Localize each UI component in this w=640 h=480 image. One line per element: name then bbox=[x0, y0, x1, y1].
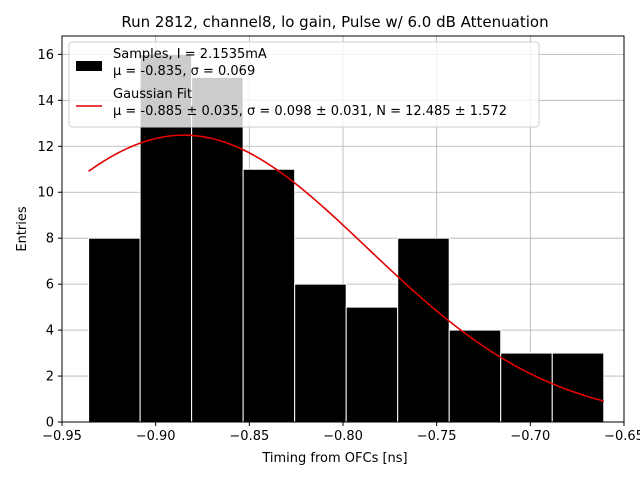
x-axis-ticks: −0.95 −0.90 −0.85 −0.80 −0.75 −0.70 −0.65 bbox=[42, 422, 640, 444]
legend-text-0-1: μ = -0.835, σ = 0.069 bbox=[113, 64, 255, 79]
y-tick-label-4: 8 bbox=[46, 232, 54, 247]
legend: Samples, I = 2.1535mA μ = -0.835, σ = 0.0… bbox=[68, 41, 540, 128]
x-tick-label-6: −0.65 bbox=[604, 429, 640, 444]
legend-box bbox=[68, 41, 540, 128]
histogram-bar-0 bbox=[88, 237, 141, 423]
x-tick-label-3: −0.80 bbox=[323, 429, 363, 444]
y-tick-label-2: 4 bbox=[46, 324, 54, 339]
x-tick-label-2: −0.85 bbox=[229, 429, 269, 444]
fit-curve-group bbox=[88, 134, 604, 402]
histogram-bar-8 bbox=[500, 352, 553, 423]
histogram-bar-4 bbox=[294, 283, 347, 423]
histogram-bar-3 bbox=[242, 168, 296, 423]
histogram-bar-2 bbox=[191, 76, 244, 423]
histogram-bar-6 bbox=[397, 237, 450, 423]
y-tick-label-7: 14 bbox=[37, 94, 54, 109]
x-tick-label-4: −0.75 bbox=[417, 429, 457, 444]
histogram-bars bbox=[88, 53, 605, 423]
chart-title: Run 2812, channel8, lo gain, Pulse w/ 6.… bbox=[121, 13, 548, 31]
y-axis-label: Entries bbox=[15, 206, 30, 252]
y-axis-ticks: 0 2 4 6 8 10 12 14 16 bbox=[37, 48, 62, 431]
y-tick-label-6: 12 bbox=[37, 140, 54, 155]
y-tick-label-5: 10 bbox=[37, 186, 54, 201]
legend-text-1-1: μ = -0.885 ± 0.035, σ = 0.098 ± 0.031, N… bbox=[113, 104, 507, 119]
x-tick-label-5: −0.70 bbox=[510, 429, 550, 444]
legend-text-0-0: Samples, I = 2.1535mA bbox=[113, 47, 267, 62]
x-axis-label: Timing from OFCs [ns] bbox=[261, 451, 407, 466]
gaussian-fit-curve bbox=[88, 134, 604, 402]
legend-text-1-0: Gaussian Fit bbox=[113, 87, 192, 102]
x-tick-label-1: −0.90 bbox=[136, 429, 176, 444]
legend-swatch-0 bbox=[76, 61, 102, 71]
y-tick-label-3: 6 bbox=[46, 278, 54, 293]
histogram-bar-5 bbox=[345, 306, 399, 423]
y-tick-label-8: 16 bbox=[37, 48, 54, 63]
y-tick-label-1: 2 bbox=[46, 370, 54, 385]
x-tick-label-0: −0.95 bbox=[42, 429, 82, 444]
y-tick-label-0: 0 bbox=[46, 416, 54, 431]
histogram-bar-7 bbox=[448, 329, 502, 423]
